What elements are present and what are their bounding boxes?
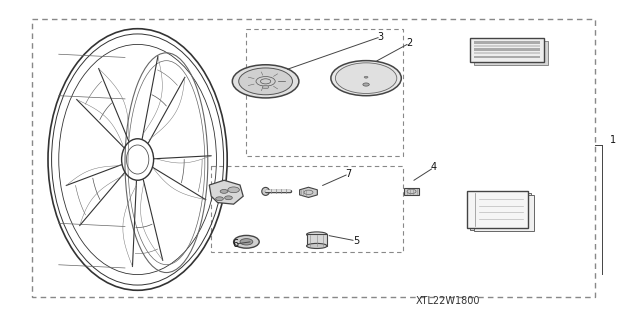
Circle shape (363, 83, 369, 86)
Ellipse shape (307, 243, 327, 249)
Bar (474, 45, 540, 47)
Bar (474, 52, 540, 54)
Text: 4: 4 (431, 162, 437, 173)
Bar (246, 29, 403, 156)
Bar (474, 48, 540, 51)
Bar (211, 166, 403, 252)
Circle shape (240, 239, 253, 245)
Circle shape (364, 76, 368, 78)
Ellipse shape (307, 232, 327, 237)
Polygon shape (209, 180, 243, 204)
Text: 1: 1 (610, 135, 616, 145)
Circle shape (220, 189, 228, 193)
Bar (307, 234, 327, 246)
Bar (474, 56, 540, 58)
Circle shape (262, 85, 269, 89)
Bar (404, 188, 419, 195)
Bar (474, 41, 540, 44)
Bar (32, 19, 595, 297)
Bar (474, 41, 548, 65)
Circle shape (228, 187, 239, 193)
Ellipse shape (262, 188, 269, 195)
Bar (467, 191, 528, 228)
Text: 6: 6 (232, 239, 239, 249)
Text: 3: 3 (378, 32, 384, 42)
Circle shape (335, 63, 397, 93)
Circle shape (234, 235, 259, 248)
Circle shape (232, 65, 299, 98)
Circle shape (331, 61, 401, 96)
Circle shape (239, 68, 292, 95)
Circle shape (225, 196, 232, 200)
Text: 2: 2 (406, 38, 413, 48)
Bar (470, 193, 531, 230)
Text: 7: 7 (346, 169, 352, 179)
Bar (474, 195, 534, 231)
Bar (470, 38, 544, 62)
Text: XTL22W1800: XTL22W1800 (416, 296, 480, 307)
Circle shape (216, 197, 223, 201)
Bar (467, 191, 528, 228)
Text: 5: 5 (353, 236, 359, 246)
